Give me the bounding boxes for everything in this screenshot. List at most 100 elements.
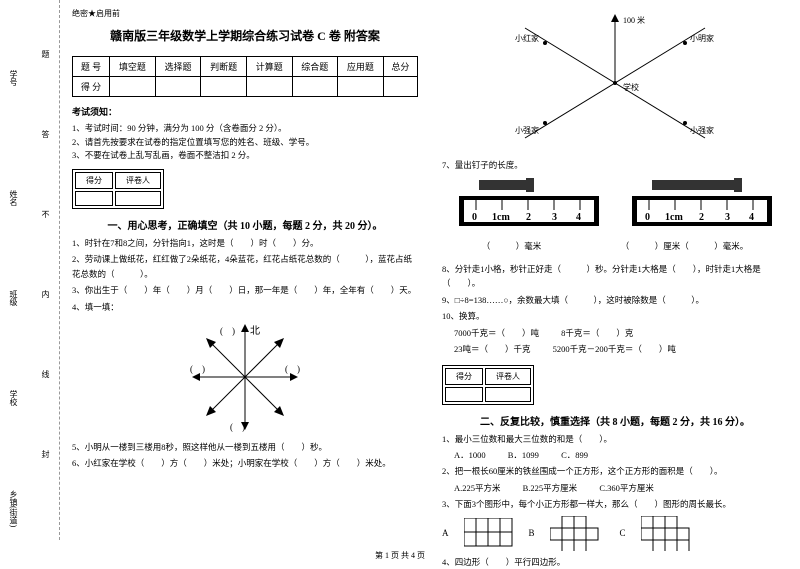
- s2q1: 1、最小三位数和最大三位数的和是（ ）。: [442, 432, 788, 446]
- td-blank[interactable]: [383, 77, 417, 97]
- notice-item: 1、考试时间：90 分钟，满分为 100 分（含卷面分 2 分）。: [72, 122, 418, 136]
- svg-text:100 米: 100 米: [623, 15, 645, 25]
- bind-mark: 题: [40, 50, 51, 58]
- q7b: （ ）厘米（ ）毫米。: [621, 239, 749, 253]
- ruler-2: 0 1cm 2 3 4: [627, 178, 777, 233]
- s2q2b: B.225平方厘米: [523, 481, 578, 495]
- sb-c1: 得分: [445, 368, 483, 385]
- bind-label: 班级: [8, 290, 19, 306]
- notice-title: 考试须知：: [72, 105, 418, 118]
- svg-text:4: 4: [749, 212, 754, 223]
- q3: 3、你出生于（ ）年（ ）月（ ）日，那一年是（ ）年，全年有（ ）天。: [72, 283, 418, 297]
- exam-title: 赣南版三年级数学上学期综合练习试卷 C 卷 附答案: [72, 27, 418, 44]
- svg-text:学校: 学校: [623, 82, 639, 92]
- svg-text:小明家: 小明家: [690, 33, 714, 43]
- th: 综合题: [292, 57, 338, 77]
- binding-margin: 乡镇(街道) 学校 班级 姓名 学号 封 线 内 不 答 题: [0, 0, 60, 540]
- svg-text:( ): ( ): [220, 326, 235, 336]
- svg-text:( ): ( ): [230, 422, 245, 432]
- bind-mark: 线: [40, 370, 51, 378]
- q10-1: 7000千克＝（ ）吨: [454, 326, 539, 340]
- q10: 10、换算。: [442, 309, 788, 323]
- td-blank[interactable]: [246, 77, 292, 97]
- bind-label: 姓名: [8, 190, 19, 206]
- svg-text:1cm: 1cm: [665, 212, 683, 223]
- bind-mark: 内: [40, 290, 51, 298]
- bind-mark: 不: [40, 210, 51, 218]
- sb-c2: 评卷人: [115, 172, 161, 189]
- right-column: 100 米 小明家 小红家 学校 小强家 小强家 7、量出钉子的长度。 0 1c…: [430, 0, 800, 540]
- q5: 5、小明从一楼到三楼用8秒，照这样他从一楼到五楼用（ ）秒。: [72, 440, 418, 454]
- q4: 4、填一填：: [72, 300, 418, 314]
- s2q1a: A．1000: [454, 448, 486, 462]
- secret-label: 绝密★启用前: [72, 8, 418, 19]
- shape-a-label: A: [442, 528, 449, 538]
- td-blank[interactable]: [110, 77, 156, 97]
- svg-text:2: 2: [526, 212, 531, 223]
- td-blank[interactable]: [292, 77, 338, 97]
- notice-item: 2、请首先按要求在试卷的指定位置填写您的姓名、班级、学号。: [72, 136, 418, 150]
- section1-title: 一、用心思考，正确填空（共 10 小题，每题 2 分，共 20 分）。: [72, 217, 418, 232]
- sb-c2: 评卷人: [485, 368, 531, 385]
- s2q2: 2、把一根长60厘米的铁丝围成一个正方形，这个正方形的面积是（ ）。: [442, 464, 788, 478]
- s2q1b: B．1099: [508, 448, 539, 462]
- sb-blank[interactable]: [115, 191, 161, 206]
- q7a: （ ）毫米: [482, 239, 542, 253]
- grader-box-2: 得分评卷人: [442, 365, 534, 405]
- section2-title: 二、反复比较，慎重选择（共 8 小题，每题 2 分，共 16 分）。: [442, 413, 788, 428]
- bind-label: 学号: [8, 70, 19, 86]
- shape-c: [641, 516, 701, 551]
- th: 判断题: [201, 57, 247, 77]
- shape-c-label: C: [620, 528, 626, 538]
- svg-text:3: 3: [552, 212, 557, 223]
- sb-blank[interactable]: [485, 387, 531, 402]
- q10-4: 5200千克－200千克＝（ ）吨: [553, 342, 676, 356]
- svg-text:0: 0: [645, 212, 650, 223]
- td-blank[interactable]: [201, 77, 247, 97]
- notice-item: 3、不要在试卷上乱写乱画，卷面不整洁扣 2 分。: [72, 149, 418, 163]
- bind-label: 学校: [8, 390, 19, 406]
- ruler-1: 0 1cm 2 3 4: [454, 178, 604, 233]
- svg-text:小强家: 小强家: [690, 125, 714, 135]
- q10-3: 23吨＝（ ）千克: [454, 342, 531, 356]
- svg-text:( ): ( ): [190, 364, 205, 374]
- bind-mark: 答: [40, 130, 51, 138]
- s2q2c: C.360平方厘米: [599, 481, 654, 495]
- score-table: 题 号 填空题 选择题 判断题 计算题 综合题 应用题 总分 得 分: [72, 56, 418, 97]
- th: 填空题: [110, 57, 156, 77]
- td-blank[interactable]: [338, 77, 384, 97]
- q7: 7、量出钉子的长度。: [442, 158, 788, 172]
- bind-label: 乡镇(街道): [8, 490, 19, 527]
- s2q1c: C．899: [561, 448, 588, 462]
- svg-text:2: 2: [699, 212, 704, 223]
- th: 题 号: [73, 57, 110, 77]
- svg-text:( ): ( ): [285, 364, 300, 374]
- left-column: 绝密★启用前 赣南版三年级数学上学期综合练习试卷 C 卷 附答案 题 号 填空题…: [60, 0, 430, 540]
- svg-text:1cm: 1cm: [492, 212, 510, 223]
- svg-text:4: 4: [576, 212, 581, 223]
- compass-diagram: ( ) 北 ( ) ( ) ( ): [190, 322, 300, 432]
- q8: 8、分针走1小格，秒针正好走（ ）秒。分针走1大格是（ ），时针走1大格是（ ）…: [442, 262, 788, 291]
- svg-text:小强家: 小强家: [515, 125, 539, 135]
- q1: 1、时针在7和8之间，分针指向1，这时是（ ）时（ ）分。: [72, 236, 418, 250]
- td-blank[interactable]: [155, 77, 201, 97]
- grader-box: 得分评卷人: [72, 169, 164, 209]
- svg-text:3: 3: [725, 212, 730, 223]
- north-label: 北: [250, 325, 260, 337]
- th: 选择题: [155, 57, 201, 77]
- q9: 9、□÷8=138……○，余数最大填（ ），这时被除数是（ ）。: [442, 293, 788, 307]
- q6: 6、小红家在学校（ ）方（ ）米处；小明家在学校（ ）方（ ）米处。: [72, 456, 418, 470]
- th: 计算题: [246, 57, 292, 77]
- sb-c1: 得分: [75, 172, 113, 189]
- svg-text:0: 0: [472, 212, 477, 223]
- shape-b-label: B: [529, 528, 535, 538]
- q10-2: 8千克＝（ ）克: [561, 326, 633, 340]
- bind-mark: 封: [40, 450, 51, 458]
- th: 总分: [383, 57, 417, 77]
- th: 应用题: [338, 57, 384, 77]
- s2q2a: A.225平方米: [454, 481, 501, 495]
- td-label: 得 分: [73, 77, 110, 97]
- s2q3: 3、下面3个图形中，每个小正方形都一样大，那么（ ）图形的周长最长。: [442, 497, 788, 511]
- sb-blank[interactable]: [445, 387, 483, 402]
- sb-blank[interactable]: [75, 191, 113, 206]
